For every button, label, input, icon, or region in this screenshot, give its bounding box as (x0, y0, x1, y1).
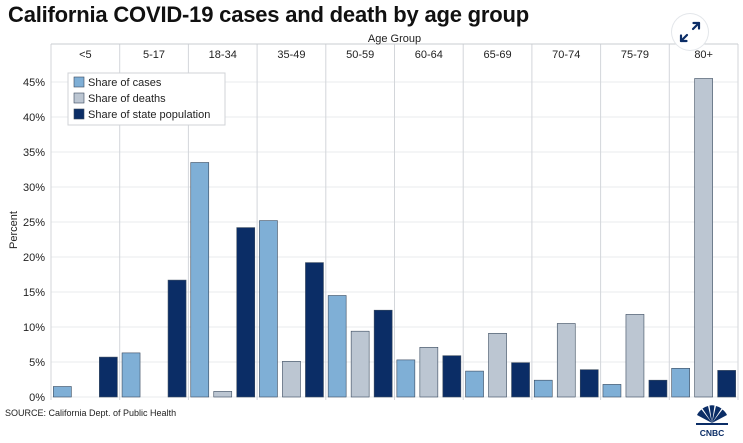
y-tick-label: 10% (23, 322, 45, 334)
bar (694, 78, 713, 398)
bar (327, 295, 347, 398)
bar (53, 386, 72, 398)
y-axis-label: Percent (8, 211, 20, 249)
bar (259, 220, 278, 398)
nbc-peacock-icon (696, 405, 728, 425)
axis-labels: 0% 5% 10% 15% 20% 25% 30% 35% 40% 45% Age Group <5 5… (8, 33, 713, 404)
expand-arrows-icon (679, 21, 701, 43)
bar (511, 362, 530, 398)
bar (602, 384, 622, 398)
bar (213, 391, 233, 398)
bar (305, 262, 324, 398)
bar (419, 346, 439, 398)
x-axis-label: Age Group (368, 33, 421, 45)
x-tick-label: 65-69 (483, 49, 511, 61)
x-tick-label: <5 (79, 49, 92, 61)
chart-title: California COVID-19 cases and death by a… (8, 2, 529, 27)
x-tick-label: 70-74 (552, 49, 580, 61)
legend-swatch (73, 76, 85, 88)
bar (190, 162, 210, 398)
bar (488, 332, 507, 398)
y-tick-label: 0% (29, 392, 45, 404)
bar (99, 356, 118, 398)
bar (625, 314, 645, 398)
logo-wordmark: CNBC (700, 428, 725, 438)
bar (121, 352, 141, 398)
bar (442, 355, 462, 398)
bar (648, 379, 668, 398)
legend-label: Share of deaths (88, 93, 166, 105)
legend-swatch (73, 108, 85, 120)
bar (236, 227, 256, 398)
legend-box (67, 72, 226, 126)
expand-button[interactable] (672, 14, 708, 50)
legend-label: Share of state population (88, 109, 210, 121)
bar (717, 370, 736, 398)
legend: Share of cases Share of deaths Share of st… (67, 72, 226, 126)
cnbc-logo: CNBC (696, 405, 728, 438)
bar (671, 367, 690, 398)
x-tick-label: 35-49 (277, 49, 305, 61)
bar (533, 379, 553, 398)
bar (465, 370, 484, 398)
x-tick-label: 5-17 (143, 49, 165, 61)
source-note: SOURCE: California Dept. of Public Healt… (5, 408, 177, 418)
bar (282, 360, 301, 398)
bar (556, 323, 576, 398)
x-tick-label: 80+ (694, 49, 713, 61)
bar (350, 330, 370, 398)
x-tick-label: 60-64 (415, 49, 443, 61)
x-tick-label: 50-59 (346, 49, 374, 61)
y-tick-label: 35% (23, 147, 45, 159)
legend-swatch (73, 92, 85, 104)
y-tick-label: 20% (23, 252, 45, 264)
bar (167, 279, 187, 398)
y-tick-label: 30% (23, 182, 45, 194)
x-tick-label: 75-79 (621, 49, 649, 61)
x-tick-label: 18-34 (209, 49, 237, 61)
bar (396, 359, 416, 398)
bar (373, 309, 393, 398)
bars (53, 78, 736, 398)
y-tick-label: 40% (23, 112, 45, 124)
y-tick-label: 25% (23, 217, 45, 229)
y-tick-label: 5% (29, 357, 45, 369)
y-tick-label: 15% (23, 287, 45, 299)
legend-label: Share of cases (88, 77, 162, 89)
bar (579, 369, 599, 398)
y-tick-label: 45% (23, 77, 45, 89)
